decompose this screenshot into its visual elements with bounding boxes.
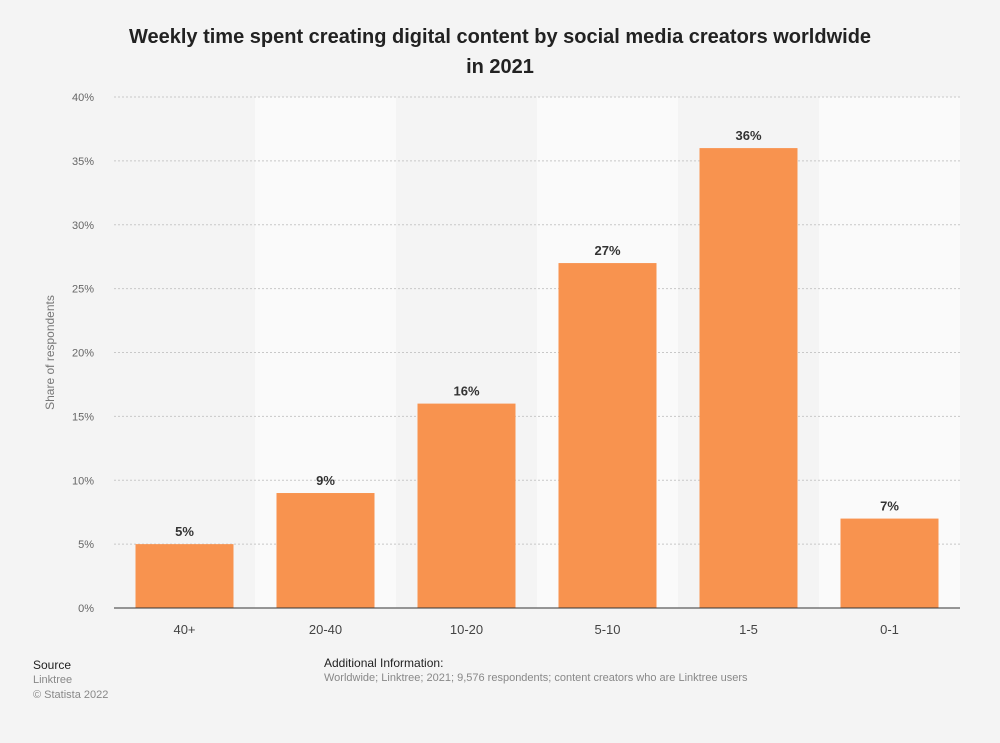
bar-10-20[interactable] (417, 403, 516, 608)
x-tick-label: 0-1 (880, 622, 899, 637)
bar-5-10[interactable] (558, 263, 657, 608)
data-label: 7% (880, 499, 899, 514)
y-tick-label: 0% (78, 603, 94, 615)
y-tick-label: 35% (72, 156, 94, 168)
bar-40+[interactable] (135, 544, 234, 608)
y-tick-label: 10% (72, 475, 94, 487)
x-tick-label: 10-20 (450, 622, 483, 637)
x-tick-label: 1-5 (739, 622, 758, 637)
source-block: Source Linktree © Statista 2022 (33, 658, 108, 703)
x-tick-label: 5-10 (594, 622, 620, 637)
additional-info-text: Worldwide; Linktree; 2021; 9,576 respond… (324, 672, 748, 684)
x-tick-label: 20-40 (309, 622, 342, 637)
data-label: 9% (316, 473, 335, 488)
bar-1-5[interactable] (699, 148, 798, 608)
y-tick-label: 25% (72, 284, 94, 296)
data-label: 27% (594, 243, 620, 258)
y-tick-label: 30% (72, 220, 94, 232)
additional-info-heading: Additional Information: (324, 656, 444, 670)
copyright-text: © Statista 2022 (33, 689, 109, 701)
data-label: 16% (453, 384, 479, 399)
y-tick-label: 40% (72, 92, 94, 104)
bar-0-1[interactable] (840, 518, 939, 608)
additional-info-block: Additional Information: Worldwide; Linkt… (324, 656, 748, 686)
y-tick-label: 20% (72, 348, 94, 360)
data-label: 5% (175, 524, 194, 539)
bar-20-40[interactable] (276, 493, 375, 608)
chart-title-line-2: in 2021 (466, 56, 534, 78)
source-link[interactable]: Linktree (33, 674, 73, 686)
chart-title-line-1: Weekly time spent creating digital conte… (128, 26, 872, 48)
source-heading: Source (33, 658, 72, 672)
y-tick-label: 15% (72, 411, 94, 423)
y-tick-label: 5% (78, 539, 94, 551)
y-axis-title: Share of respondents (43, 295, 57, 410)
x-tick-label: 40+ (173, 622, 195, 637)
data-label: 36% (735, 128, 761, 143)
chart-title: Weekly time spent creating digital conte… (60, 22, 940, 82)
bar-chart: 0% 5% 10% 15% 20% 25% 30% 35% 40% 5% 40+ 9% 20-40 16%… (43, 92, 960, 637)
